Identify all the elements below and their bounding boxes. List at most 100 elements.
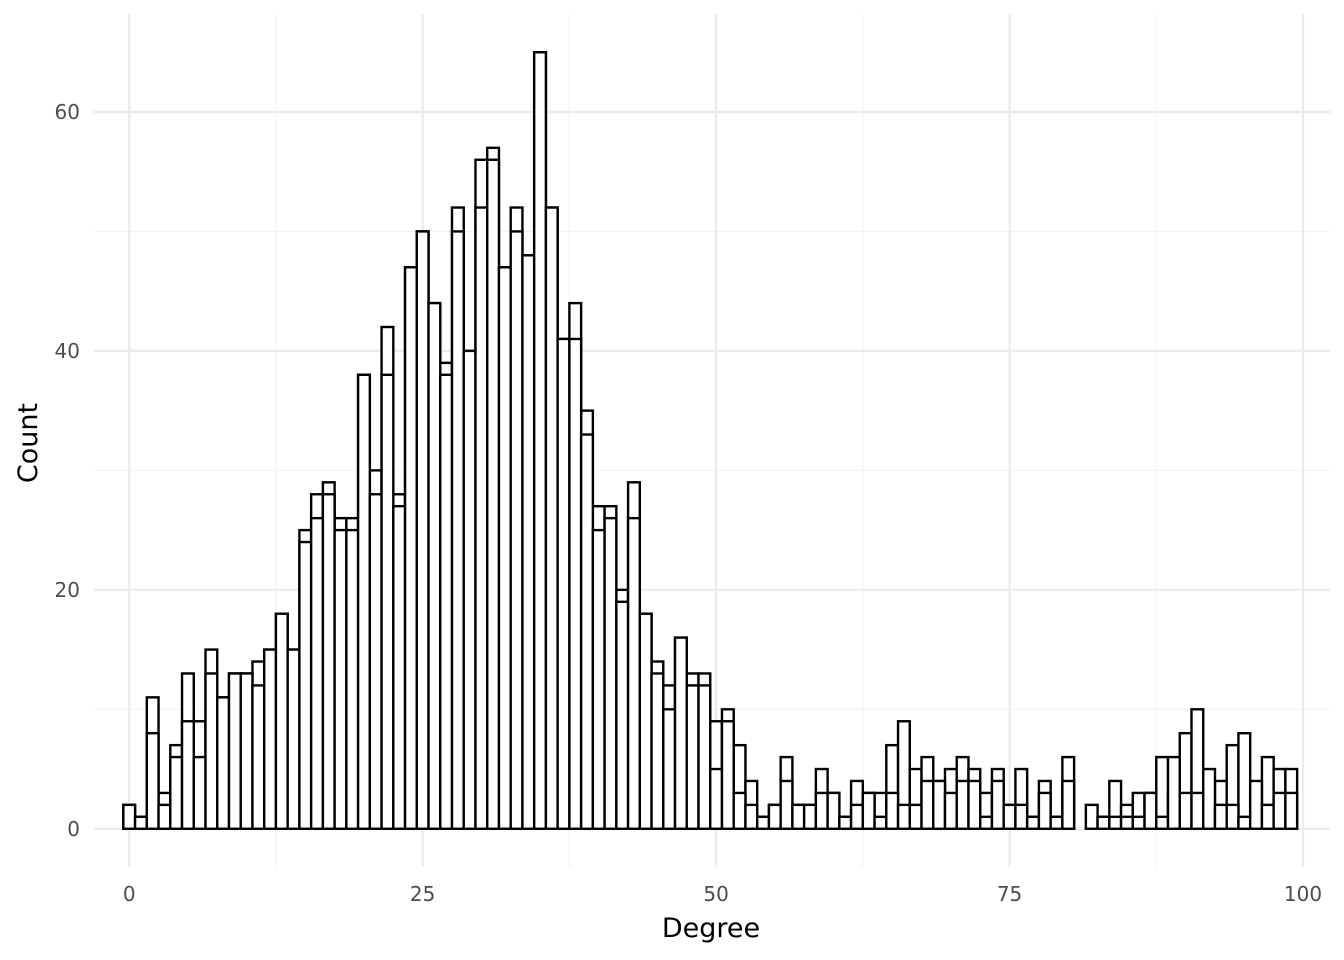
histogram-bar	[1225, 803, 1240, 830]
histogram-bar	[838, 815, 853, 830]
histogram-bar	[439, 373, 454, 830]
histogram-bar	[1237, 731, 1252, 830]
histogram-bar	[908, 803, 923, 830]
histogram-bar	[122, 803, 137, 830]
bars	[122, 51, 1299, 830]
histogram-bar	[873, 815, 888, 830]
histogram-bar	[145, 731, 160, 830]
histogram-bar	[192, 755, 207, 830]
histogram-bar	[579, 433, 595, 830]
histogram-bar	[157, 803, 172, 830]
histogram-bar	[1131, 815, 1146, 830]
y-tick-label: 20	[55, 578, 80, 602]
histogram-bar	[744, 803, 759, 830]
histogram-bar	[1108, 815, 1123, 830]
tick-labels: 0 25 50 75 100 0 20 40 60	[55, 100, 1323, 906]
histogram-bar	[755, 815, 771, 830]
histogram-bar	[1166, 755, 1181, 830]
histogram-bar	[1037, 791, 1052, 830]
histogram-bar	[932, 779, 947, 830]
x-tick-label: 75	[997, 882, 1022, 906]
histogram-bar	[286, 648, 301, 830]
histogram-bar	[979, 815, 994, 830]
histogram-bar	[309, 516, 325, 830]
histogram-bar	[1014, 803, 1029, 830]
histogram-bar	[779, 779, 794, 830]
histogram-bar	[615, 600, 630, 830]
histogram-bar	[885, 791, 900, 830]
histogram-bar	[697, 684, 712, 830]
histogram-bar	[990, 779, 1005, 830]
histogram-bar	[1155, 815, 1170, 830]
histogram-bar	[427, 301, 442, 830]
histogram-bar	[544, 206, 559, 830]
histogram-bar	[262, 648, 278, 830]
histogram-bar	[474, 206, 489, 830]
histogram-bar	[1260, 803, 1275, 830]
histogram-bar	[356, 373, 372, 830]
histogram-bar	[133, 815, 149, 830]
y-tick-label: 40	[55, 339, 80, 363]
histogram-bar	[591, 528, 606, 830]
histogram-bar	[955, 779, 970, 830]
histogram-bar	[333, 528, 348, 830]
x-axis-title: Degree	[662, 913, 760, 944]
histogram-bar	[450, 230, 465, 830]
histogram-bar	[497, 266, 512, 830]
histogram-bar	[685, 684, 700, 830]
histogram-bar	[368, 493, 383, 830]
histogram-bar	[216, 696, 231, 830]
histogram-bar	[321, 493, 336, 830]
histogram-bar	[1213, 803, 1228, 830]
histogram-bar	[849, 803, 865, 830]
histogram-bar	[1190, 791, 1205, 830]
histogram-bar	[1119, 815, 1135, 830]
histogram-bar	[521, 254, 536, 830]
histogram-bar	[298, 540, 313, 830]
histogram-bar	[1061, 779, 1076, 830]
histogram-bar	[486, 158, 501, 830]
histogram-bar	[1002, 803, 1017, 830]
y-axis-title: Count	[13, 403, 44, 483]
histogram-bar	[1178, 791, 1193, 830]
histogram-bar	[709, 767, 724, 830]
histogram-bar	[568, 337, 583, 830]
histogram-bar	[861, 791, 876, 830]
histogram-bar	[556, 337, 571, 830]
histogram-bar	[1084, 803, 1099, 830]
histogram-bar	[462, 349, 477, 830]
histogram-bar	[532, 51, 548, 830]
histogram-bar	[392, 505, 407, 830]
histogram-bar	[638, 612, 653, 830]
histogram-bar	[1096, 815, 1111, 830]
histogram-bar	[920, 779, 935, 830]
histogram-bar	[204, 672, 219, 830]
x-tick-label: 25	[410, 882, 435, 906]
histogram-bar	[1272, 791, 1287, 830]
histogram-bar	[791, 803, 806, 830]
y-tick-label: 0	[67, 817, 80, 841]
histogram-bar	[1237, 815, 1252, 830]
histogram-bar	[603, 516, 618, 830]
histogram-bar	[1049, 815, 1064, 830]
histogram-bar	[767, 803, 782, 830]
histogram-bar	[814, 791, 829, 830]
x-tick-label: 0	[123, 882, 136, 906]
histogram-bar	[802, 803, 818, 830]
histogram-bar	[180, 720, 195, 830]
histogram-bar	[1025, 815, 1041, 830]
histogram-bar	[720, 720, 735, 830]
histogram-bar	[1143, 791, 1158, 830]
histogram-bar	[967, 779, 982, 830]
histogram-bar	[673, 636, 688, 830]
histogram-bar	[403, 266, 418, 830]
histogram-bar	[626, 516, 642, 830]
x-tick-label: 50	[703, 882, 728, 906]
x-tick-label: 100	[1284, 882, 1322, 906]
histogram-bar	[251, 684, 266, 830]
histogram-bar	[826, 791, 841, 830]
histogram-bar	[227, 672, 242, 830]
histogram-bar	[1202, 767, 1217, 830]
histogram-bar	[896, 803, 911, 830]
